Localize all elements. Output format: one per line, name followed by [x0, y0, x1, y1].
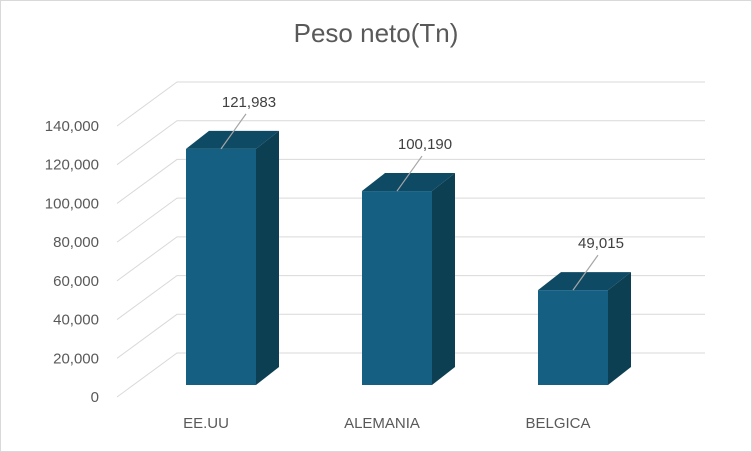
gridline	[116, 275, 705, 320]
gridline	[116, 236, 705, 282]
x-tick-label: BELGICA	[525, 415, 590, 432]
bar-top	[362, 173, 455, 192]
bar-side	[256, 130, 279, 385]
y-tick-label: 140,000	[45, 118, 99, 135]
gridline	[116, 313, 705, 359]
y-tick-label: 100,000	[45, 195, 99, 212]
bar-side	[608, 272, 631, 385]
x-tick-label: EE.UU	[183, 415, 229, 432]
bar	[186, 148, 256, 385]
y-tick-label: 20,000	[53, 350, 99, 367]
y-tick-label: 40,000	[53, 312, 99, 329]
bar-side	[432, 173, 455, 385]
gridline	[116, 197, 705, 243]
bar	[538, 290, 608, 385]
gridline	[116, 120, 705, 166]
data-label-leader	[396, 155, 423, 192]
y-tick-label: 120,000	[45, 157, 99, 174]
bar	[362, 191, 432, 385]
chart-title: Peso neto(Tn)	[293, 18, 459, 48]
y-tick-label: 60,000	[53, 273, 99, 290]
y-tick-label: 0	[91, 389, 99, 406]
bar-top	[186, 130, 279, 149]
data-label: 100,190	[398, 136, 452, 153]
data-label-leader	[572, 254, 599, 291]
gridline	[116, 158, 705, 204]
bar-top	[538, 272, 631, 291]
y-tick-label: 80,000	[53, 234, 99, 251]
gridline	[116, 81, 705, 127]
data-label-leader	[220, 113, 247, 150]
x-tick-label: ALEMANIA	[344, 415, 420, 432]
gridline	[116, 352, 705, 398]
data-label: 49,015	[578, 235, 624, 252]
data-label: 121,983	[222, 94, 276, 111]
